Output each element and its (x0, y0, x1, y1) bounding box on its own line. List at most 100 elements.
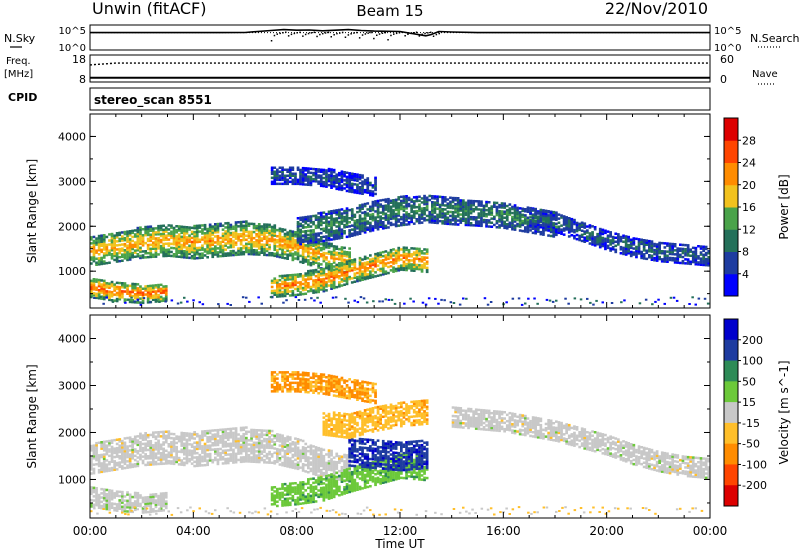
heatmap-cell (586, 235, 589, 238)
heatmap-cell (464, 217, 468, 221)
heatmap-cell (565, 222, 568, 225)
heatmap-cell (358, 269, 362, 272)
heatmap-cell (348, 233, 351, 236)
heatmap-cell (338, 264, 341, 268)
heatmap-cell (358, 208, 362, 211)
heatmap-cell (570, 234, 574, 237)
heatmap-cell (635, 249, 638, 253)
heatmap-cell (330, 216, 333, 219)
heatmap-cell (268, 233, 271, 237)
heatmap-cell (462, 205, 465, 208)
heatmap-cell (686, 244, 690, 247)
heatmap-cell (542, 226, 545, 229)
heatmap-cell (245, 234, 248, 237)
heatmap-cell (423, 198, 426, 202)
heatmap-cell (255, 233, 258, 236)
heatmap-cell (100, 256, 103, 260)
heatmap-cell (340, 236, 344, 239)
heatmap-cell (270, 229, 274, 233)
heatmap-cell (327, 252, 331, 255)
heatmap-cell (172, 255, 176, 258)
heatmap-cell (424, 303, 428, 306)
heatmap-cell (412, 202, 416, 205)
heatmap-cell (203, 238, 207, 241)
heatmap-cell (270, 252, 274, 255)
heatmap-cell (591, 225, 594, 228)
heatmap-cell (301, 224, 305, 227)
heatmap-cell (658, 257, 661, 261)
heatmap-cell (152, 458, 155, 462)
heatmap-cell (454, 215, 457, 218)
heatmap-cell (338, 234, 341, 238)
heatmap-cell (697, 297, 701, 300)
heatmap-cell (188, 228, 191, 231)
heatmap-cell (343, 260, 346, 264)
heatmap-cell (157, 435, 160, 438)
heatmap-cell (477, 222, 481, 225)
heatmap-cell (449, 196, 452, 199)
heatmap-cell (294, 176, 297, 180)
heatmap-cell (90, 446, 93, 450)
heatmap-cell (394, 200, 398, 204)
heatmap-cell (325, 273, 328, 276)
heatmap-cell (175, 456, 178, 459)
heatmap-cell (330, 273, 333, 276)
heatmap-cell (363, 265, 367, 269)
heatmap-cell (452, 302, 456, 304)
heatmap-cell (312, 235, 315, 238)
heatmap-cell (185, 228, 189, 231)
heatmap-cell (405, 213, 408, 216)
heatmap-cell (188, 434, 191, 438)
heatmap-cell (557, 213, 561, 216)
heatmap-cell (307, 248, 310, 252)
heatmap-cell (485, 204, 488, 208)
heatmap-cell (270, 434, 274, 437)
heatmap-cell (314, 249, 318, 252)
heatmap-cell (159, 299, 163, 303)
heatmap-cell (291, 252, 295, 256)
heatmap-cell (392, 217, 395, 220)
heatmap-cell (637, 252, 641, 255)
heatmap-cell (208, 438, 212, 441)
heatmap-cell (263, 231, 266, 234)
heatmap-cell (190, 236, 194, 240)
heatmap-cell (115, 287, 119, 291)
heatmap-cell (335, 233, 339, 236)
heatmap-cell (141, 234, 145, 237)
heatmap-cell (299, 275, 302, 278)
heatmap-cell (229, 237, 233, 241)
heatmap-cell (113, 289, 116, 292)
heatmap-cell (257, 439, 261, 443)
heatmap-cell (332, 217, 336, 221)
heatmap-cell (564, 297, 567, 300)
heatmap-cell (172, 439, 176, 442)
heatmap-cell (480, 220, 483, 224)
heatmap-cell (707, 250, 711, 253)
heatmap-cell (115, 299, 119, 303)
heatmap-cell (268, 223, 271, 227)
heatmap-cell (118, 251, 122, 255)
heatmap-cell (226, 234, 230, 237)
heatmap-cell (376, 219, 380, 223)
heatmap-cell (296, 275, 300, 278)
heatmap-cell (446, 204, 450, 207)
heatmap-cell (131, 231, 134, 235)
heatmap-cell (214, 435, 217, 438)
heatmap-cell (376, 258, 380, 261)
heatmap-cell (100, 262, 103, 266)
heatmap-cell (128, 444, 132, 448)
heatmap-cell (208, 231, 212, 235)
heatmap-cell (296, 166, 300, 169)
heatmap-cell (462, 199, 465, 202)
heatmap-cell (338, 283, 341, 286)
heatmap-cell (208, 429, 212, 433)
heatmap-cell (155, 300, 158, 302)
heatmap-cell (474, 200, 478, 203)
heatmap-cell (624, 247, 628, 250)
heatmap-cell (263, 249, 266, 253)
heatmap-cell (201, 228, 204, 231)
heatmap-cell (369, 209, 372, 213)
heatmap-cell (276, 239, 279, 242)
heatmap-cell (397, 250, 401, 254)
heatmap-cell (260, 247, 264, 250)
